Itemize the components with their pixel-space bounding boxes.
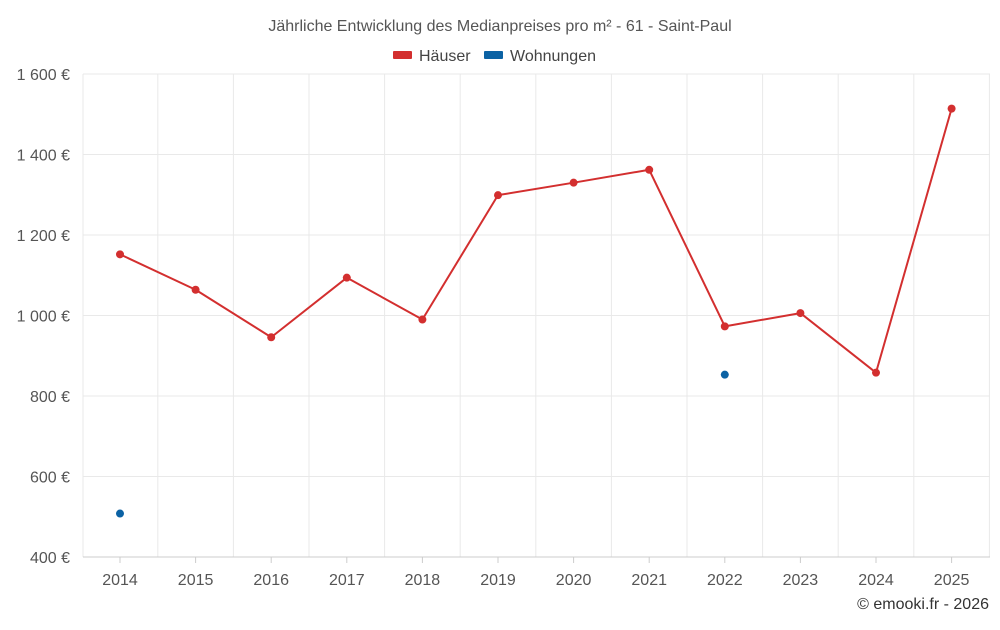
grid (82, 73, 990, 558)
x-tick-label: 2022 (707, 572, 743, 589)
y-tick-label: 1 000 € (17, 309, 70, 326)
x-tick-label: 2018 (405, 572, 441, 589)
series-line-haeuser (119, 108, 953, 374)
series: Häuser 2014: 1152 € Häuser 2015: 1064 € Hä… (116, 104, 956, 518)
data-point-haeuser[interactable]: Häuser 2020: 1330 € (569, 178, 578, 187)
x-tick-label: 2014 (102, 572, 138, 589)
y-tick-label: 1 600 € (17, 67, 70, 84)
data-point-haeuser[interactable]: Häuser 2021: 1362 € (645, 165, 654, 174)
data-point-haeuser[interactable]: Häuser 2023: 1006 € (796, 309, 805, 318)
data-point-haeuser[interactable]: Häuser 2025: 1514 € (947, 104, 956, 113)
data-point-haeuser[interactable]: Häuser 2016: 946 € (267, 333, 276, 342)
y-tick-label: 800 € (30, 389, 70, 406)
x-tick-label: 2021 (631, 572, 667, 589)
x-tick-label: 2019 (480, 572, 516, 589)
legend-swatch-wohnungen (484, 51, 503, 59)
legend-swatch-haeuser (393, 51, 412, 59)
axes: 400 € 600 € 800 € 1 000 € 1 200 € 1 400 € 1 60… (17, 67, 990, 589)
data-point-wohnungen[interactable]: Wohnungen 2022: 853 € (720, 370, 729, 379)
legend-label-haeuser: Häuser (419, 48, 471, 65)
y-tick-label: 600 € (30, 470, 70, 487)
y-tick-label: 1 200 € (17, 228, 70, 245)
legend: Häuser Wohnungen (393, 48, 596, 65)
x-tick-label: 2024 (858, 572, 894, 589)
legend-label-wohnungen: Wohnungen (510, 48, 596, 65)
x-tick-label: 2023 (783, 572, 819, 589)
data-point-haeuser[interactable]: Häuser 2017: 1094 € (342, 273, 351, 282)
data-point-haeuser[interactable]: Häuser 2015: 1064 € (191, 285, 200, 294)
data-point-haeuser[interactable]: Häuser 2018: 990 € (418, 315, 427, 324)
credit-text: © emooki.fr - 2026 (857, 596, 989, 613)
x-tick-label: 2016 (253, 572, 289, 589)
y-tick-label: 1 400 € (17, 148, 70, 165)
legend-item-haeuser[interactable]: Häuser (393, 48, 471, 65)
data-point-wohnungen[interactable]: Wohnungen 2014: 508 € (116, 509, 124, 518)
x-tick-label: 2020 (556, 572, 592, 589)
x-tick-label: 2025 (934, 572, 970, 589)
data-point-haeuser[interactable]: Häuser 2024: 858 € (872, 368, 880, 377)
chart-title: Jährliche Entwicklung des Medianpreises … (268, 18, 731, 35)
data-point-haeuser[interactable]: Häuser 2019: 1299 € (494, 191, 502, 200)
legend-item-wohnungen[interactable]: Wohnungen (484, 48, 596, 65)
y-tick-label: 400 € (30, 550, 70, 567)
x-tick-label: 2017 (329, 572, 365, 589)
x-tick-label: 2015 (178, 572, 214, 589)
data-point-haeuser[interactable]: Häuser 2022: 973 € (720, 322, 729, 331)
data-point-haeuser[interactable]: Häuser 2014: 1152 € (116, 250, 124, 259)
